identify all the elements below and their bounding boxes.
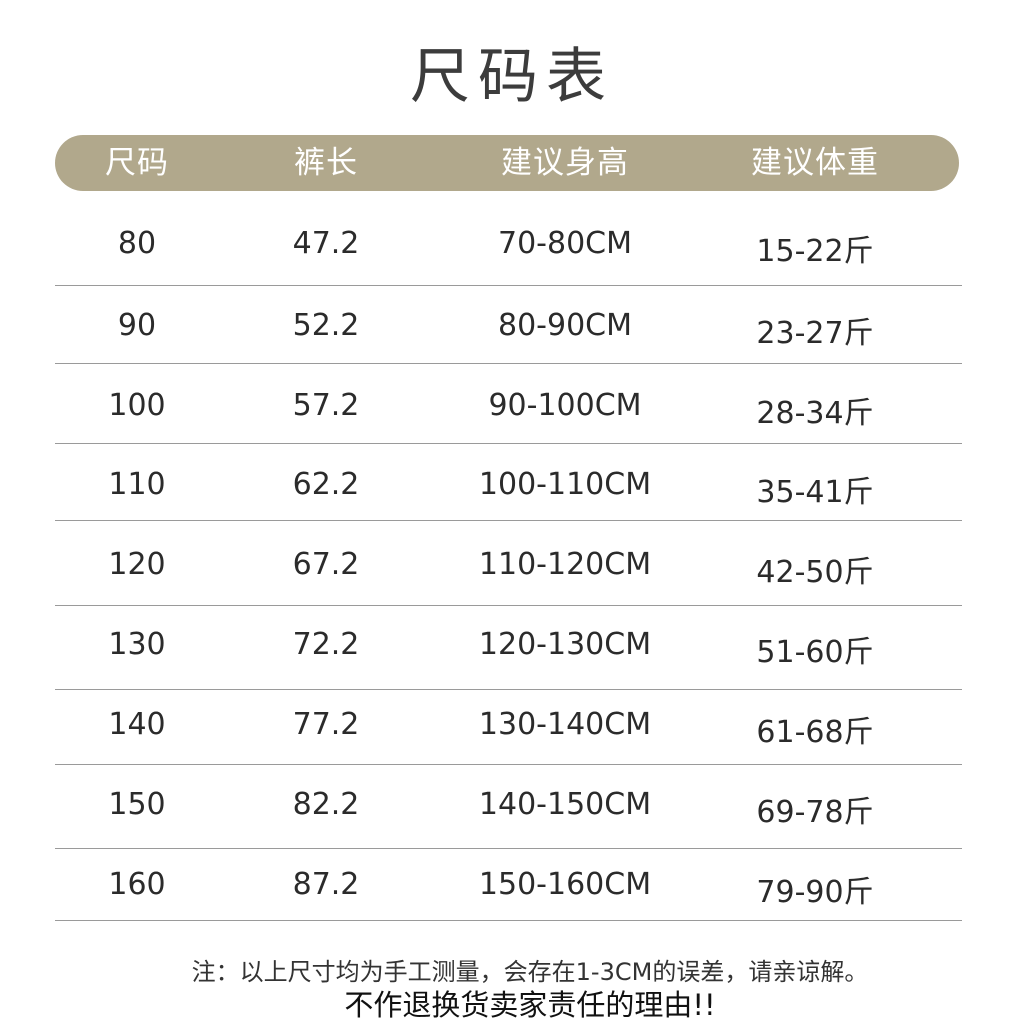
weight-cell: 51-60斤	[756, 635, 874, 670]
size-cell: 160	[108, 867, 166, 902]
weight-cell: 42-50斤	[756, 555, 874, 590]
height-cell: 70-80CM	[497, 226, 633, 261]
pants-length-cell: 57.2	[292, 388, 360, 423]
table-header: 尺码 裤长 建议身高 建议体重	[55, 135, 959, 191]
size-cell: 80	[117, 226, 157, 261]
row-divider	[55, 285, 962, 286]
weight-cell: 23-27斤	[756, 316, 874, 351]
weight-cell: 28-34斤	[756, 396, 874, 431]
row-divider	[55, 689, 962, 690]
height-cell: 150-160CM	[478, 867, 652, 902]
table-row: 120 67.2 110-120CM 42-50斤	[55, 521, 962, 606]
height-cell: 120-130CM	[478, 627, 652, 662]
table-row: 130 72.2 120-130CM 51-60斤	[55, 606, 962, 690]
row-divider	[55, 520, 962, 521]
header-suggested-height: 建议身高	[501, 145, 629, 181]
page-title: 尺码表	[410, 42, 614, 112]
size-cell: 90	[117, 308, 157, 343]
weight-cell: 69-78斤	[756, 795, 874, 830]
height-cell: 140-150CM	[478, 787, 652, 822]
row-divider	[55, 443, 962, 444]
pants-length-cell: 62.2	[292, 467, 360, 502]
table-row: 160 87.2 150-160CM 79-90斤	[55, 849, 962, 921]
size-cell: 100	[108, 388, 166, 423]
row-divider	[55, 920, 962, 921]
size-cell: 120	[108, 547, 166, 582]
header-pants-length: 裤长	[294, 145, 358, 181]
return-warning: 不作退换货卖家责任的理由!!	[344, 988, 716, 1022]
weight-cell: 15-22斤	[756, 234, 874, 269]
measurement-note: 注：以上尺寸均为手工测量，会存在1-3CM的误差，请亲谅解。	[191, 958, 869, 986]
pants-length-cell: 77.2	[292, 707, 360, 742]
table-row: 90 52.2 80-90CM 23-27斤	[55, 286, 962, 364]
table-row: 110 62.2 100-110CM 35-41斤	[55, 444, 962, 521]
pants-length-cell: 47.2	[292, 226, 360, 261]
height-cell: 80-90CM	[497, 308, 633, 343]
height-cell: 90-100CM	[488, 388, 642, 423]
weight-cell: 35-41斤	[756, 475, 874, 510]
weight-cell: 61-68斤	[756, 715, 874, 750]
table-row: 80 47.2 70-80CM 15-22斤	[55, 196, 962, 286]
size-cell: 130	[108, 627, 166, 662]
size-cell: 110	[108, 467, 166, 502]
header-size: 尺码	[105, 145, 169, 181]
table-row: 150 82.2 140-150CM 69-78斤	[55, 765, 962, 849]
row-divider	[55, 605, 962, 606]
height-cell: 130-140CM	[478, 707, 652, 742]
table-row: 140 77.2 130-140CM 61-68斤	[55, 690, 962, 765]
weight-cell: 79-90斤	[756, 875, 874, 910]
pants-length-cell: 67.2	[292, 547, 360, 582]
size-cell: 150	[108, 787, 166, 822]
pants-length-cell: 82.2	[292, 787, 360, 822]
pants-length-cell: 72.2	[292, 627, 360, 662]
row-divider	[55, 848, 962, 849]
height-cell: 100-110CM	[478, 467, 652, 502]
size-cell: 140	[108, 707, 166, 742]
pants-length-cell: 52.2	[292, 308, 360, 343]
header-suggested-weight: 建议体重	[751, 145, 879, 181]
height-cell: 110-120CM	[478, 547, 652, 582]
row-divider	[55, 363, 962, 364]
table-row: 100 57.2 90-100CM 28-34斤	[55, 364, 962, 444]
row-divider	[55, 764, 962, 765]
pants-length-cell: 87.2	[292, 867, 360, 902]
